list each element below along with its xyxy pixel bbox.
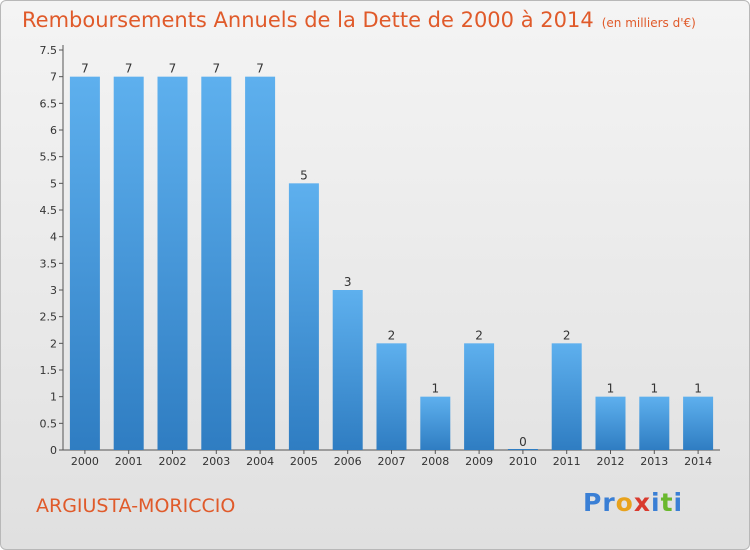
data-label: 1 — [431, 382, 439, 396]
y-tick-label: 0 — [50, 444, 57, 457]
x-tick-label: 2008 — [421, 455, 449, 468]
data-label: 3 — [344, 275, 352, 289]
chart-title: Remboursements Annuels de la Dette de 20… — [22, 8, 696, 32]
data-label: 2 — [563, 328, 571, 342]
bar — [376, 343, 407, 450]
bar — [683, 396, 714, 450]
bar — [595, 396, 626, 450]
data-label: 2 — [388, 328, 396, 342]
x-tick-label: 2000 — [71, 455, 99, 468]
logo-letter: r — [602, 488, 616, 517]
y-tick-label: 3.5 — [40, 257, 58, 270]
data-label: 1 — [650, 382, 658, 396]
x-tick-label: 2012 — [597, 455, 625, 468]
data-label: 5 — [300, 168, 308, 182]
bar — [201, 76, 232, 451]
y-tick-label: 3 — [50, 284, 57, 297]
y-tick-label: 4 — [50, 231, 57, 244]
logo-letter: x — [633, 488, 651, 517]
logo-letter: i — [673, 488, 684, 517]
data-label: 7 — [256, 62, 264, 76]
y-tick-label: 2 — [50, 337, 57, 350]
data-label: 0 — [519, 435, 527, 449]
data-label: 1 — [607, 382, 615, 396]
data-label: 7 — [169, 62, 177, 76]
x-tick-label: 2014 — [684, 455, 712, 468]
bar — [157, 76, 188, 451]
bar — [69, 76, 100, 451]
x-tick-label: 2009 — [465, 455, 493, 468]
place-name: ARGIUSTA-MORICCIO — [36, 495, 236, 517]
data-label: 7 — [212, 62, 220, 76]
x-tick-label: 2006 — [334, 455, 362, 468]
bar — [245, 76, 276, 451]
data-label: 2 — [475, 328, 483, 342]
bar — [420, 396, 451, 450]
y-tick-label: 5.5 — [40, 151, 58, 164]
bar — [113, 76, 144, 451]
x-tick-label: 2004 — [246, 455, 274, 468]
data-label: 1 — [694, 382, 702, 396]
logo-letter: i — [651, 488, 661, 517]
data-label: 7 — [125, 62, 133, 76]
x-tick-label: 2010 — [509, 455, 537, 468]
y-tick-label: 1.5 — [40, 364, 58, 377]
x-tick-label: 2013 — [640, 455, 668, 468]
y-tick-label: 0.5 — [40, 417, 58, 430]
x-tick-label: 2011 — [553, 455, 581, 468]
chart-subtitle: (en milliers d'€) — [601, 16, 696, 30]
y-tick-label: 2.5 — [40, 311, 58, 324]
x-tick-label: 2007 — [378, 455, 406, 468]
bar — [288, 183, 319, 451]
y-tick-label: 6.5 — [40, 97, 58, 110]
bar — [639, 396, 670, 450]
x-tick-label: 2001 — [115, 455, 143, 468]
x-tick-label: 2005 — [290, 455, 318, 468]
y-tick-label: 6 — [50, 124, 57, 137]
logo-letter: t — [660, 488, 674, 517]
y-tick-label: 7 — [50, 71, 57, 84]
bar — [551, 343, 582, 450]
y-tick-label: 1 — [50, 391, 57, 404]
y-tick-label: 4.5 — [40, 204, 58, 217]
x-tick-label: 2002 — [159, 455, 187, 468]
chart-title-text: Remboursements Annuels de la Dette de 20… — [22, 8, 594, 32]
bar — [464, 343, 495, 450]
y-tick-label: 5 — [50, 177, 57, 190]
proxiti-logo: Proxiti — [583, 488, 683, 517]
data-label: 7 — [81, 62, 89, 76]
logo-letter: P — [583, 488, 603, 517]
bar — [332, 290, 363, 450]
logo-letter: o — [615, 488, 634, 517]
y-tick-label: 7.5 — [40, 44, 58, 57]
x-tick-label: 2003 — [202, 455, 230, 468]
